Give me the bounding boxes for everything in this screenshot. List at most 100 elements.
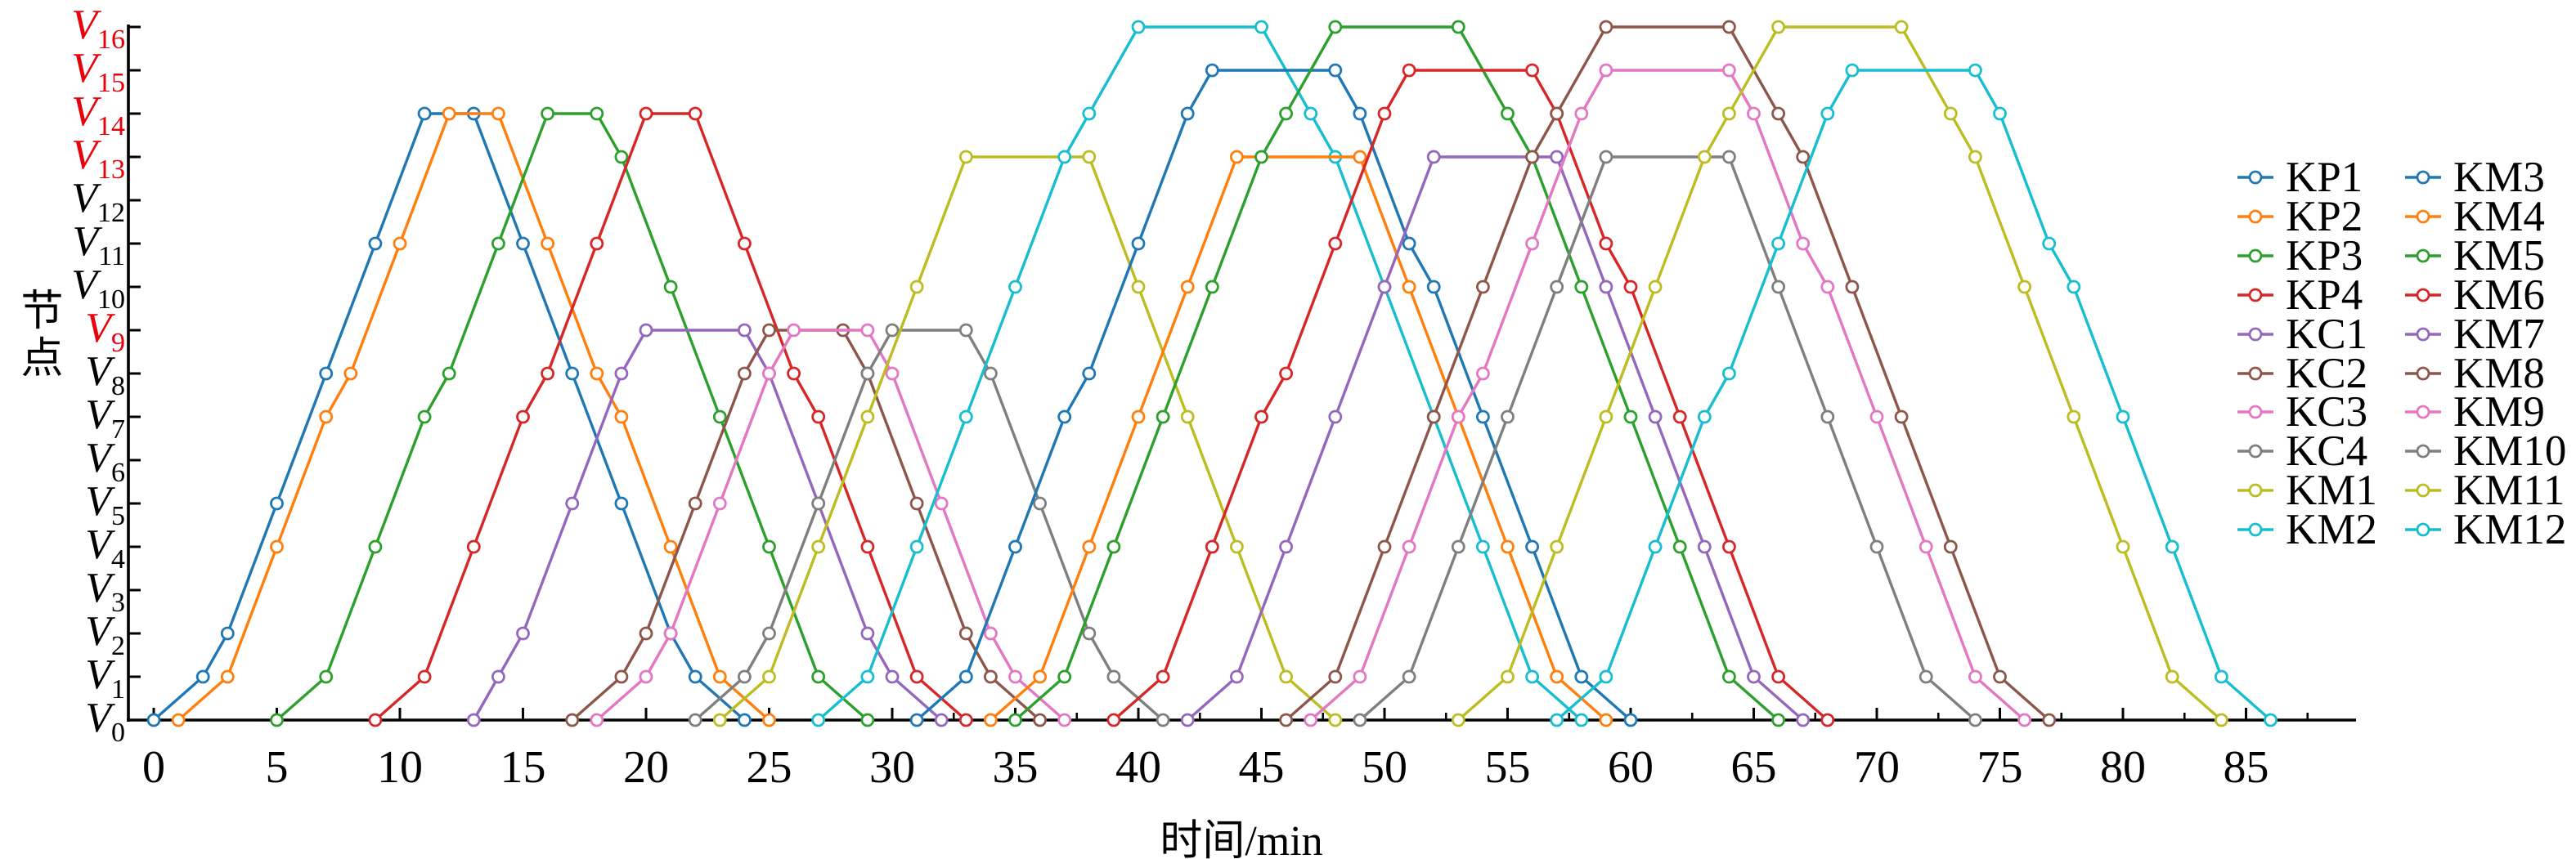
marker-KP1 <box>319 366 334 381</box>
y-tick-label: V0 <box>85 695 125 748</box>
y-tick-label: V5 <box>85 478 125 531</box>
plot-line-KM8 <box>1285 25 2050 722</box>
marker-KM3 <box>1205 63 1219 78</box>
legend-label: KM3 <box>2453 154 2545 201</box>
series-KP4 <box>368 106 973 727</box>
plot-line-KC1 <box>472 329 943 722</box>
legend-sample-KP4 <box>2237 288 2273 302</box>
marker-KM12 <box>1721 366 1736 381</box>
legend-item-KP2: KP2 <box>2237 192 2363 240</box>
marker-KM11 <box>1697 150 1712 164</box>
marker-KP1 <box>146 713 161 727</box>
x-tick-label: 55 <box>1485 742 1531 793</box>
marker-KM9 <box>1919 539 1933 554</box>
marker-KM3 <box>1476 409 1490 424</box>
series-KM8 <box>1279 20 2057 727</box>
marker-KM4 <box>1131 409 1146 424</box>
marker-KM3 <box>1426 280 1441 294</box>
x-tick-label: 40 <box>1115 742 1161 793</box>
legend-item-KC4: KC4 <box>2237 427 2368 476</box>
legend-label: KM2 <box>2286 506 2377 554</box>
marker-KM11 <box>2165 669 2179 684</box>
marker-KP4 <box>860 539 875 554</box>
marker-KC1 <box>516 626 530 641</box>
marker-KP2 <box>614 409 629 424</box>
marker-KM8 <box>1845 280 1860 294</box>
marker-KP3 <box>614 150 629 164</box>
marker-KM1 <box>958 150 973 164</box>
legend-item-KC3: KC3 <box>2237 391 2367 434</box>
marker-KP3 <box>491 236 505 251</box>
marker-KC3 <box>1057 713 1072 727</box>
marker-KM4 <box>984 713 998 727</box>
legend-item-KM9: KM9 <box>2405 391 2545 434</box>
legend-sample-KM6 <box>2405 288 2441 302</box>
marker-KM8 <box>1993 669 2007 684</box>
x-tick-label: 50 <box>1362 742 1407 793</box>
legend-label: KM5 <box>2453 231 2545 280</box>
marker-KM9 <box>1525 236 1539 251</box>
marker-KM8 <box>2042 713 2057 727</box>
legend-sample-KC3 <box>2237 405 2273 419</box>
legend-label: KM11 <box>2453 467 2565 515</box>
legend-item-KP3: KP3 <box>2237 234 2363 277</box>
marker-KP2 <box>541 236 554 251</box>
marker-KM6 <box>1672 409 1687 424</box>
marker-KP4 <box>541 366 554 381</box>
marker-KC4 <box>1106 669 1121 684</box>
legend-label: KP2 <box>2286 192 2363 240</box>
marker-KM10 <box>1721 150 1736 164</box>
legend-label: KC4 <box>2286 427 2368 476</box>
y-tick-label: V7 <box>85 391 125 445</box>
marker-KP4 <box>639 106 653 121</box>
marker-KP3 <box>663 280 678 294</box>
marker-KM7 <box>1328 409 1343 424</box>
marker-KC2 <box>958 626 973 641</box>
series-KM10 <box>1353 150 1982 727</box>
marker-KM7 <box>1426 150 1441 164</box>
marker-KM8 <box>1525 150 1539 164</box>
marker-KM5 <box>1451 20 1465 34</box>
x-tick-label: 75 <box>1977 742 2023 793</box>
marker-KP1 <box>614 496 629 511</box>
marker-KM3 <box>1082 366 1097 381</box>
marker-KM5 <box>1156 409 1170 424</box>
marker-KM9 <box>1820 280 1835 294</box>
y-tick-label: V14 <box>71 88 125 141</box>
series-KM5 <box>1008 20 1786 727</box>
legend-item-KM4: KM4 <box>2405 195 2545 238</box>
plot-line-KC4 <box>694 329 1165 722</box>
marker-KM10 <box>1869 539 1884 554</box>
marker-KM8 <box>1377 539 1392 554</box>
marker-KP3 <box>590 106 604 121</box>
legend-item-KC2: KC2 <box>2237 351 2367 395</box>
plot-line-KP4 <box>374 112 967 722</box>
marker-KM11 <box>1550 539 1564 554</box>
marker-KM11 <box>2017 280 2032 294</box>
marker-KC4 <box>762 626 776 641</box>
plot-line-KM5 <box>1014 25 1779 722</box>
marker-KM7 <box>1796 713 1811 727</box>
legend-sample-KM7 <box>2405 327 2441 341</box>
plot-line-KM7 <box>1187 155 1804 722</box>
legend-label: KM8 <box>2453 349 2545 397</box>
marker-KC1 <box>934 713 949 727</box>
marker-KM9 <box>1451 409 1465 424</box>
legend-sample-KM8 <box>2405 366 2441 380</box>
marker-KP3 <box>442 366 456 381</box>
marker-KC3 <box>712 496 727 511</box>
marker-KM10 <box>1968 713 1982 727</box>
marker-KM10 <box>1353 713 1367 727</box>
marker-KM3 <box>1525 539 1539 554</box>
marker-KM6 <box>1402 63 1416 78</box>
marker-KP1 <box>516 236 530 251</box>
marker-KM9 <box>1796 236 1811 251</box>
plot-line-KC2 <box>571 329 1041 722</box>
marker-KP2 <box>343 366 358 381</box>
plot-line-KM12 <box>1555 69 2272 722</box>
marker-KM3 <box>1057 409 1072 424</box>
legend-sample-KC4 <box>2237 444 2273 459</box>
marker-KP1 <box>738 713 752 727</box>
legend-sample-KC1 <box>2237 327 2273 341</box>
plot-line-KM10 <box>1358 155 1977 722</box>
